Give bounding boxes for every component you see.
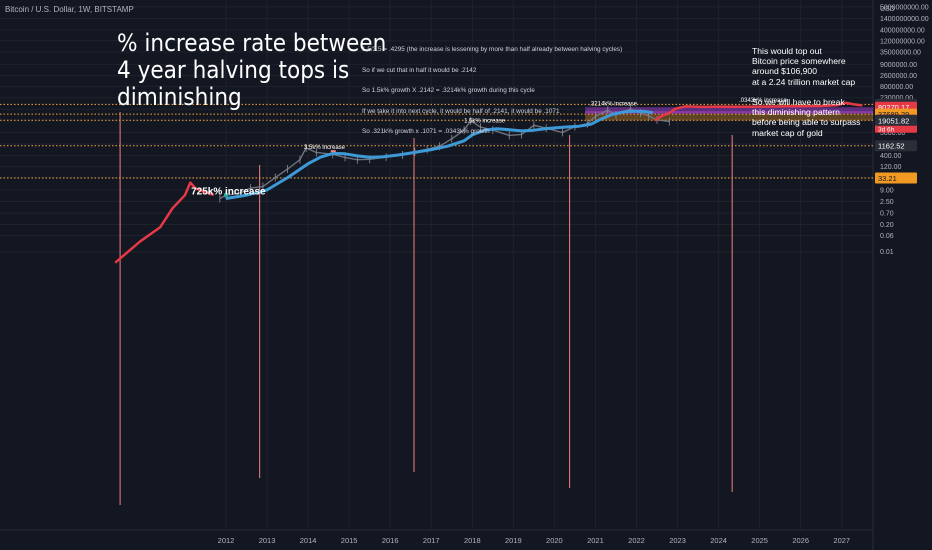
x-tick-label: 2026 bbox=[792, 536, 809, 545]
y-tick-label: 35000000.00 bbox=[880, 49, 921, 56]
overlay-band bbox=[585, 114, 873, 121]
projection-series-line bbox=[114, 181, 215, 264]
price-level-countdown: 3d 6h bbox=[878, 126, 895, 133]
price-level-label: 1162.52 bbox=[878, 142, 905, 151]
projection-note: market cap of gold bbox=[752, 127, 823, 138]
trend-series-line bbox=[225, 109, 654, 200]
currency-label: USD bbox=[880, 6, 895, 13]
increase-annotation: .0343k% increase bbox=[739, 98, 787, 104]
headline-line: % increase rate between bbox=[117, 29, 387, 57]
y-tick-label: 230000.00 bbox=[880, 95, 913, 102]
y-tick-label: 5000.00 bbox=[880, 130, 905, 137]
x-tick-label: 2016 bbox=[382, 536, 399, 545]
projection-note: This would top out bbox=[752, 46, 822, 56]
y-tick-label: 400.00 bbox=[880, 153, 902, 160]
y-tick-label: 0.01 bbox=[880, 249, 894, 256]
x-tick-label: 2014 bbox=[300, 536, 317, 545]
increase-annotation: 3.5k% increase bbox=[304, 145, 346, 151]
price-level-label: 80270.17 bbox=[878, 103, 909, 112]
y-tick-label: 400000000.00 bbox=[880, 27, 925, 34]
y-tick-label: 120000000.00 bbox=[880, 38, 925, 45]
x-tick-label: 2017 bbox=[423, 536, 440, 545]
x-tick-label: 2027 bbox=[833, 536, 850, 545]
price-level-label: 37689.29 bbox=[878, 110, 909, 119]
projection-note: around $106,900 bbox=[752, 66, 817, 77]
price-level-badge bbox=[875, 140, 917, 152]
x-tick-label: 2023 bbox=[669, 536, 686, 545]
x-tick-label: 2025 bbox=[751, 536, 768, 545]
price-level-badge bbox=[875, 114, 917, 126]
calculation-note: If we take it into next cycle, it would … bbox=[362, 107, 560, 115]
projection-notes: This would top out Bitcoin price somewhe… bbox=[752, 46, 860, 138]
price-level-badge bbox=[875, 172, 917, 184]
y-tick-label: 2600000.00 bbox=[880, 73, 917, 80]
y-tick-label: 9.00 bbox=[880, 187, 894, 194]
calculation-note: So 1.5k% growth X .2142 = .3214k% growth… bbox=[362, 87, 535, 94]
x-tick-label: 2013 bbox=[259, 536, 276, 545]
projection-note: Bitcoin price somewhere bbox=[752, 56, 846, 67]
projection-note: So we will have to break bbox=[752, 97, 845, 107]
x-tick-label: 2024 bbox=[710, 536, 727, 545]
price-level-label: 19051.82 bbox=[878, 116, 909, 125]
y-tick-label: 1400000000.00 bbox=[880, 16, 929, 23]
projection-note: before being able to surpass bbox=[752, 117, 861, 128]
y-tick-label: 120.00 bbox=[880, 164, 902, 171]
y-tick-label: 0.06 bbox=[880, 233, 894, 240]
calculation-notes: 1.5/3.5 = .4295 (the increase is lesseni… bbox=[362, 46, 622, 149]
increase-annotation: .3214k% increase bbox=[589, 102, 637, 108]
calculation-note: So .321k% growth x .1071 = .0343k% growt… bbox=[362, 128, 490, 135]
projection-note bbox=[752, 87, 860, 97]
calculation-note: So if we cut that in half it would be .2… bbox=[362, 66, 477, 74]
projection-note: this diminishing pattern bbox=[752, 107, 840, 118]
x-tick-label: 2022 bbox=[628, 536, 645, 545]
overlay-band bbox=[585, 111, 873, 114]
projection-note: at a 2.24 trillion market cap bbox=[752, 76, 856, 87]
price-marker bbox=[330, 150, 336, 153]
y-tick-label: 2.50 bbox=[880, 199, 894, 206]
x-tick-label: 2019 bbox=[505, 536, 522, 545]
x-tick-label: 2021 bbox=[587, 536, 604, 545]
increase-annotation: 1.5k% increase bbox=[464, 118, 506, 124]
x-tick-label: 2015 bbox=[341, 536, 358, 545]
y-tick-label: 0.70 bbox=[880, 211, 894, 218]
symbol-label: Bitcoin / U.S. Dollar, 1W, BITSTAMP bbox=[5, 5, 134, 14]
projection-series-line bbox=[654, 101, 863, 122]
x-tick-label: 2018 bbox=[464, 536, 481, 545]
price-marker bbox=[224, 193, 228, 198]
headline-line: diminishing bbox=[117, 83, 242, 111]
y-tick-label: 0.20 bbox=[880, 222, 894, 229]
headline: % increase rate between 4 year halving t… bbox=[117, 30, 386, 111]
price-level-label: 33.21 bbox=[878, 174, 897, 183]
calculation-note: 1.5/3.5 = .4295 (the increase is lesseni… bbox=[362, 46, 623, 53]
y-tick-label: 800000.00 bbox=[880, 84, 913, 91]
x-tick-label: 2012 bbox=[218, 536, 235, 545]
headline-line: 4 year halving tops is bbox=[117, 56, 350, 84]
overlay-band bbox=[585, 107, 873, 115]
y-tick-label: 9000000.00 bbox=[880, 62, 917, 69]
y-tick-label: 5000000000.00 bbox=[880, 4, 929, 11]
increase-annotation: 725k% increase bbox=[191, 186, 266, 197]
x-tick-label: 2020 bbox=[546, 536, 563, 545]
